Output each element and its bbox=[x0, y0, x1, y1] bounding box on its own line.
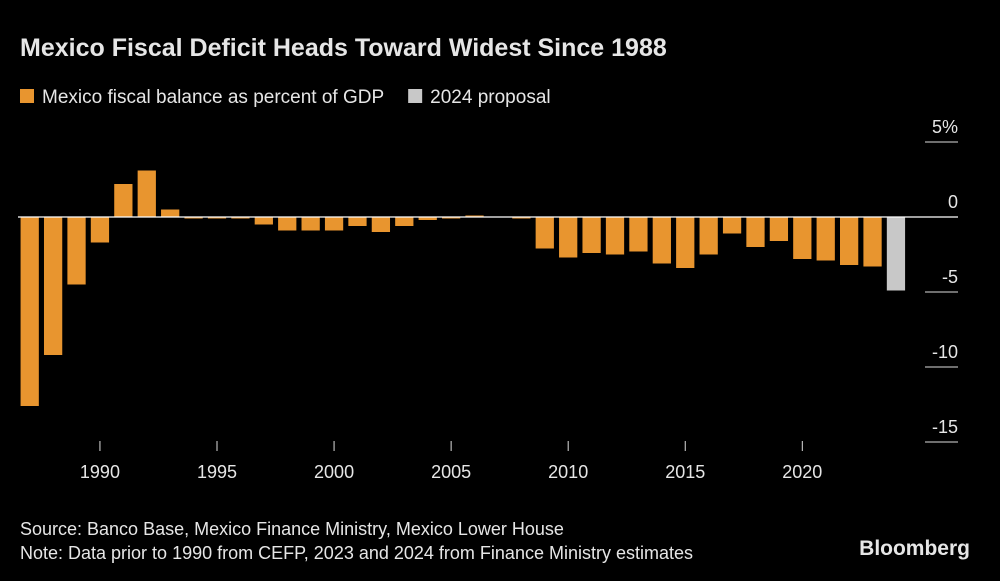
bar bbox=[114, 184, 133, 217]
bar bbox=[793, 217, 812, 259]
bar bbox=[418, 217, 437, 220]
bar bbox=[465, 215, 484, 217]
bar bbox=[348, 217, 367, 226]
y-tick-label: -15 bbox=[932, 417, 958, 437]
legend-swatch bbox=[408, 89, 423, 103]
source: Source: Banco Base, Mexico Finance Minis… bbox=[20, 519, 564, 539]
bar bbox=[301, 217, 320, 231]
chart-title: Mexico Fiscal Deficit Heads Toward Wides… bbox=[20, 34, 667, 62]
bar bbox=[137, 170, 156, 217]
bar bbox=[839, 217, 859, 265]
bar bbox=[231, 217, 250, 219]
bar bbox=[816, 217, 835, 261]
legend-label: Mexico fiscal balance as percent of GDP bbox=[42, 87, 384, 108]
bar bbox=[371, 217, 391, 232]
y-tick-label: -5 bbox=[942, 267, 958, 287]
bar bbox=[722, 217, 742, 234]
legend-swatch bbox=[20, 89, 34, 103]
bar bbox=[582, 217, 601, 253]
bar bbox=[43, 217, 63, 355]
note: Note: Data prior to 1990 from CEFP, 2023… bbox=[20, 543, 693, 563]
bar bbox=[207, 217, 227, 219]
bar bbox=[863, 217, 882, 267]
bar bbox=[559, 217, 578, 258]
x-tick-label: 2010 bbox=[548, 462, 588, 482]
bar bbox=[699, 217, 718, 255]
bar bbox=[441, 217, 461, 219]
x-tick-label: 2015 bbox=[665, 462, 705, 482]
bar bbox=[67, 217, 86, 285]
bar bbox=[652, 217, 671, 264]
x-tick-label: 2020 bbox=[782, 462, 822, 482]
x-tick-label: 1995 bbox=[197, 462, 237, 482]
bar bbox=[769, 217, 789, 241]
x-tick-label: 2005 bbox=[431, 462, 471, 482]
y-tick-label: 0 bbox=[948, 192, 958, 212]
x-tick-label: 1990 bbox=[80, 462, 120, 482]
bar bbox=[184, 217, 203, 219]
x-tick-label: 2000 bbox=[314, 462, 354, 482]
bar bbox=[629, 217, 648, 252]
bar bbox=[886, 217, 906, 291]
bar bbox=[535, 217, 554, 249]
brand: Bloomberg bbox=[859, 537, 970, 560]
bar bbox=[746, 217, 765, 247]
bar bbox=[324, 217, 344, 231]
bar bbox=[161, 209, 180, 217]
bar bbox=[395, 217, 414, 226]
bar bbox=[512, 217, 531, 219]
bar bbox=[278, 217, 297, 231]
bar bbox=[20, 217, 39, 406]
legend-label: 2024 proposal bbox=[430, 87, 550, 108]
bar bbox=[605, 217, 625, 255]
bar bbox=[676, 217, 695, 268]
y-tick-label: -10 bbox=[932, 342, 958, 362]
y-tick-label: 5% bbox=[932, 117, 958, 137]
bar bbox=[90, 217, 110, 243]
bar bbox=[254, 217, 273, 225]
